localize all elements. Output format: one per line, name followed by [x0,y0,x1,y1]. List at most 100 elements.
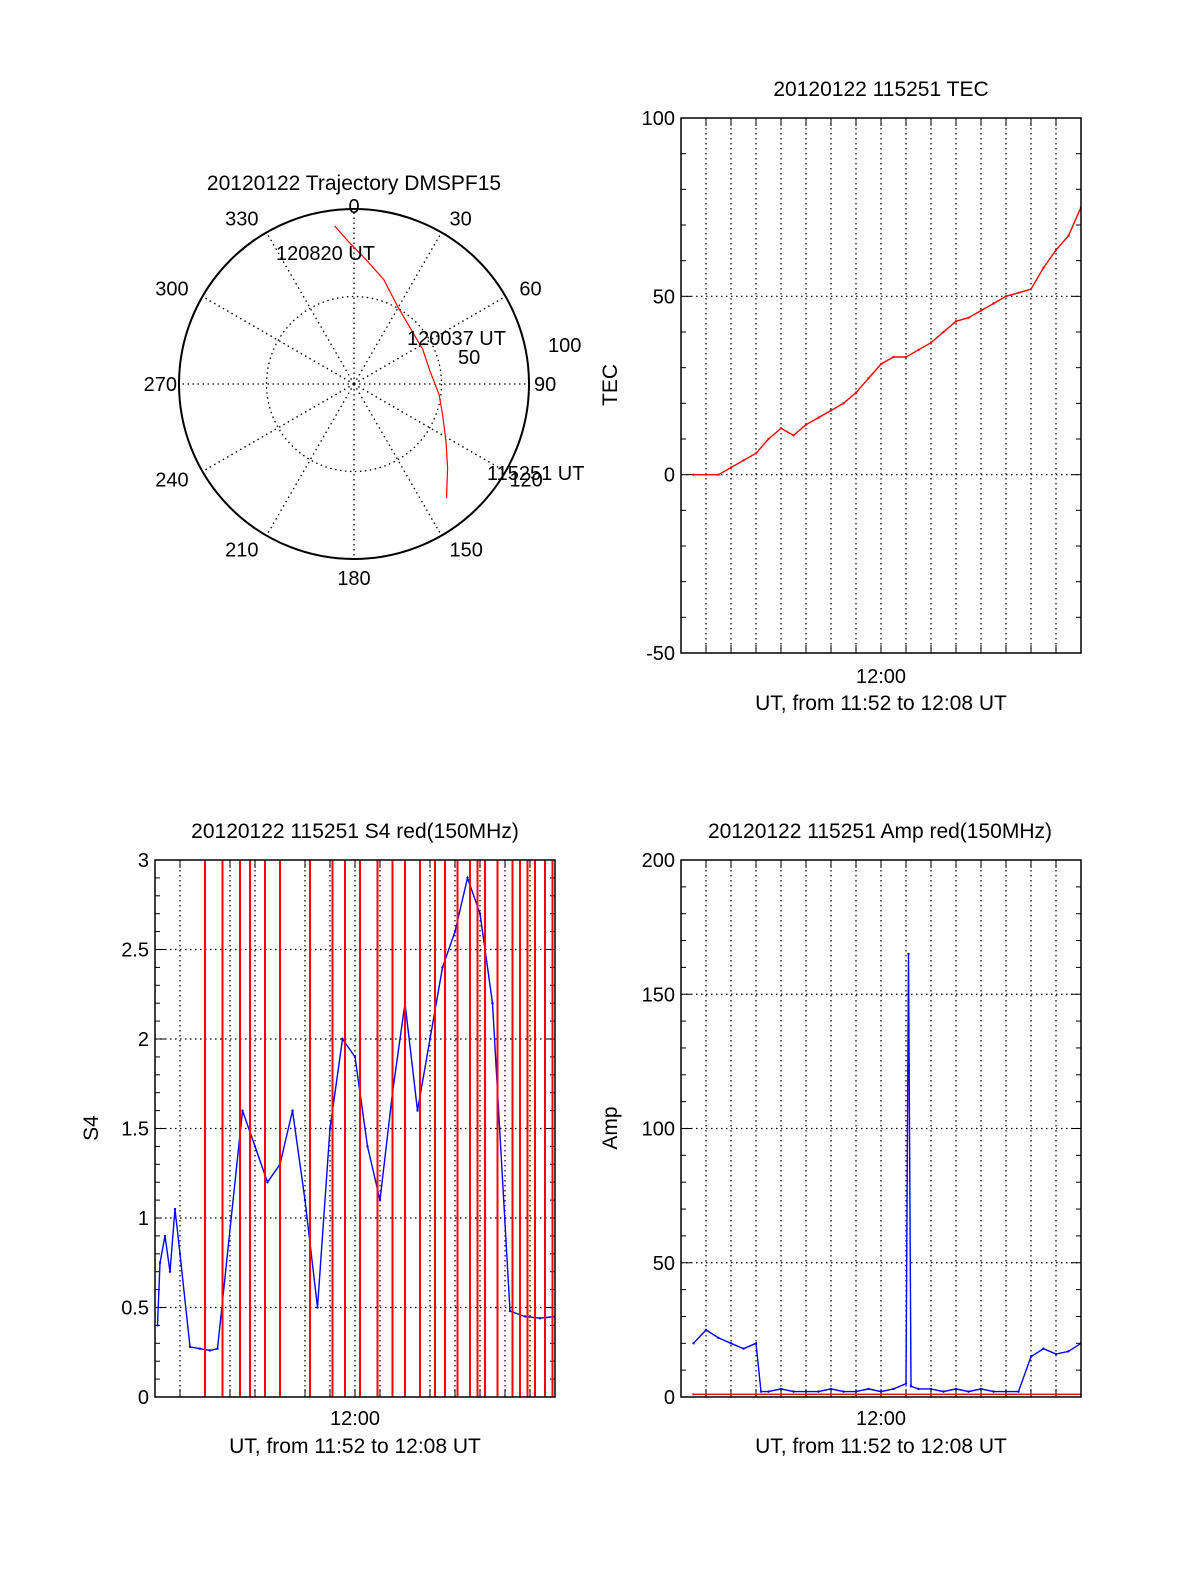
polar-angle-label: 90 [534,374,556,396]
data-point [1067,1350,1070,1353]
data-point [909,1385,913,1388]
tec-series [692,205,1081,476]
data-point [917,1387,920,1391]
data-point [917,348,920,352]
data-point [854,391,858,394]
data-point [692,1342,695,1345]
data-point [1054,1352,1058,1356]
amp-grid [681,860,1081,1397]
data-point [491,1002,494,1005]
polar-grid [179,209,529,559]
s4-plot-frame [154,859,556,1398]
data-point [929,341,933,344]
data-point [188,1345,192,1349]
data-point [1017,291,1020,294]
data-point [158,1261,162,1264]
data-point [478,912,482,915]
data-point [1004,1390,1008,1393]
data-point [759,1390,763,1393]
series-line [692,953,1081,1393]
polar-angle-label: 150 [450,539,483,561]
data-point [942,330,945,334]
data-point [216,1347,219,1350]
s4-y-tick-labels: 3 2.5 2 1.5 1 0.5 0 [121,850,149,1409]
polar-outer-circle [178,208,530,560]
data-point [163,1234,167,1238]
y-tick-label: 1.5 [121,1119,149,1141]
data-point [316,1306,319,1309]
data-point [879,1390,883,1393]
y-tick-label: 100 [642,1119,675,1141]
data-point [779,1387,783,1391]
amp-plot-frame [680,859,1082,1398]
polar-angle-label: 0 [348,196,359,218]
data-point [892,1387,895,1391]
data-point [967,1390,970,1393]
polar-angle-label: 270 [144,374,177,396]
polar-angle-label: 300 [155,279,188,301]
y-tick-label: 0 [138,1387,149,1409]
amp-y-axis-label: Amp [599,1106,622,1149]
data-point [742,459,745,462]
polar-angle-label: 180 [337,568,370,590]
amp-y-tick-labels: 200 150 100 50 0 [642,850,675,1409]
s4-title: 20120122 115251 S4 red(150MHz) [191,820,519,843]
data-point [704,473,708,476]
data-point [1004,295,1008,298]
y-tick-label: 2.5 [121,940,149,962]
data-point [904,355,908,359]
polar-spoke [353,383,506,473]
data-point [767,437,770,441]
data-point [168,1270,172,1273]
s4-series [156,860,555,1397]
y-tick-label: 150 [642,984,675,1006]
annotation-start-time: 115251 UT [487,463,584,485]
data-point [792,1390,795,1393]
data-point [353,1055,357,1059]
data-point [929,1387,933,1391]
polar-angle-label: 210 [225,539,258,561]
y-tick-label: 3 [138,850,149,872]
data-point [178,1252,182,1256]
s4-panel: 20120122 115251 S4 red(150MHz) 3 2.5 2 1.5 1… [80,820,556,1458]
polar-grid-circle [265,295,443,473]
data-point [1042,1347,1045,1350]
data-point [817,1390,820,1393]
tec-x-tick-label: 12:00 [856,666,906,688]
data-point [241,1109,244,1112]
data-point [508,1309,512,1313]
data-point [979,1387,983,1391]
data-point [842,1390,845,1393]
data-point [992,302,995,305]
y-tick-label: 50 [653,286,675,308]
data-point [854,1390,858,1393]
polar-spoke [353,383,443,536]
data-point [328,1127,332,1130]
polar-spoke [265,232,355,385]
data-point [842,402,845,405]
data-point [804,1390,808,1393]
data-point [829,409,833,412]
tec-grid [681,118,1081,653]
y-tick-label: 50 [653,1253,675,1275]
data-point [466,876,469,880]
polar-trajectory-panel: 20120122 Trajectory DMSPF15 0 30 60 90 120 15… [144,172,585,590]
series-line [156,875,555,1352]
y-tick-label: 2 [138,1029,149,1051]
y-tick-label: 0 [664,1387,675,1409]
polar-spoke [202,383,355,473]
polar-angle-label: 30 [450,209,472,231]
data-point [453,930,457,933]
data-point [1054,248,1058,252]
data-point [428,1037,432,1041]
data-point [704,1328,708,1332]
tec-panel: 20120122 115251 TEC 100 50 0 -50 12:00 UT, … [599,78,1082,715]
series-line [693,206,1081,476]
s4-x-tick-label: 12:00 [330,1408,380,1430]
polar-spoke [353,295,506,385]
data-point [173,1207,177,1211]
data-point [1029,1355,1033,1358]
data-point [729,1342,733,1345]
tec-y-tick-labels: 100 50 0 -50 [642,108,675,665]
data-point [729,466,733,469]
